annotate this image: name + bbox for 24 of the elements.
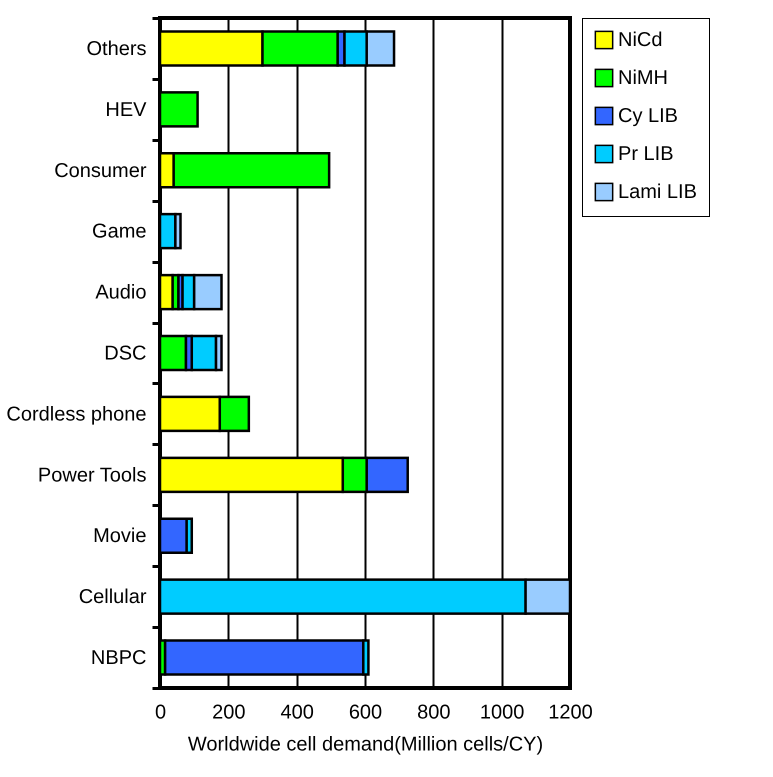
y-tick-label: Movie <box>93 525 146 548</box>
y-tick-label: Others <box>86 38 146 60</box>
x-tick-label: 1200 <box>548 702 593 724</box>
x-tick-label: 400 <box>280 702 314 724</box>
x-tick-label: 0 <box>154 702 166 724</box>
legend-label: Cy LIB <box>618 105 678 127</box>
legend-label: NiCd <box>618 29 662 51</box>
x-axis-title: Worldwide cell demand(Million cells/CY) <box>188 734 544 756</box>
y-tick-label: Audio <box>95 282 146 304</box>
legend-label: Lami LIB <box>618 181 697 203</box>
y-tick-label: Power Tools <box>38 464 146 486</box>
y-tick-label: Game <box>92 220 146 243</box>
y-tick-label: Cordless phone <box>6 403 146 426</box>
x-tick-label: 200 <box>212 702 246 724</box>
y-tick-label: DSC <box>104 342 146 364</box>
legend-label: Pr LIB <box>618 143 674 165</box>
x-tick-label: 1000 <box>480 702 524 724</box>
x-tick-label: 800 <box>417 702 451 724</box>
x-tick-label: 600 <box>348 702 382 724</box>
y-tick-label: Cellular <box>78 586 147 608</box>
y-tick-label: HEV <box>105 98 148 121</box>
legend-label: NiMH <box>618 67 668 89</box>
y-tick-label: Consumer <box>54 160 147 182</box>
y-tick-label: NBPC <box>90 647 146 670</box>
